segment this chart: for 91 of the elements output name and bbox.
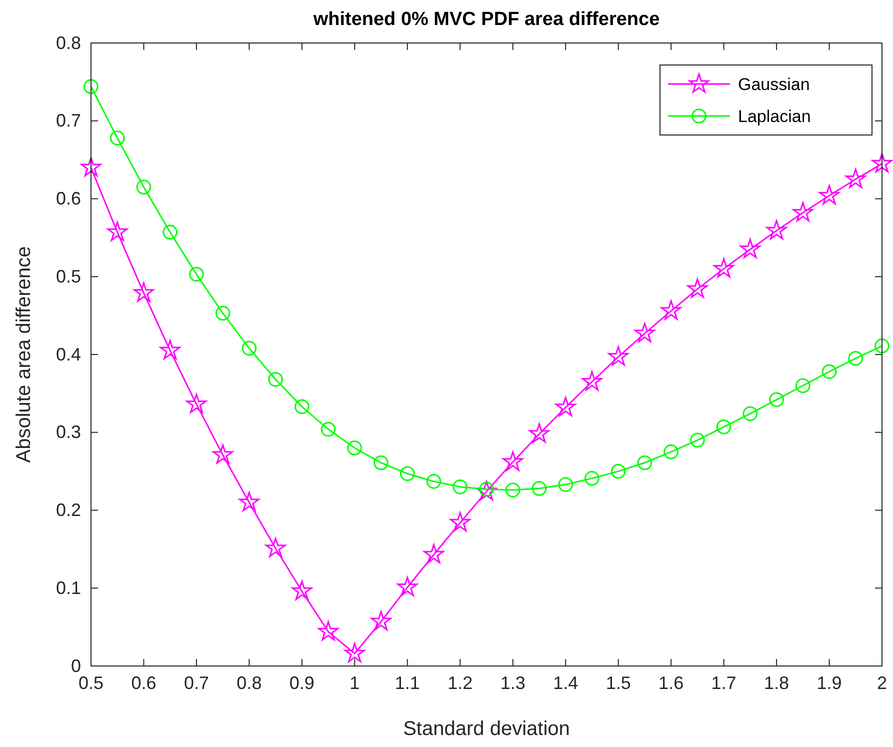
x-axis-title: Standard deviation bbox=[403, 718, 570, 740]
point bbox=[874, 338, 890, 354]
point bbox=[664, 444, 678, 460]
point bbox=[716, 420, 732, 434]
point bbox=[558, 477, 574, 492]
point bbox=[769, 392, 784, 408]
y-tick-label: 0.1 bbox=[56, 578, 81, 598]
point bbox=[239, 492, 260, 512]
x-tick-label: 1.7 bbox=[711, 672, 736, 693]
x-tick-label: 0.6 bbox=[131, 672, 156, 693]
legend-label: Gaussian bbox=[738, 75, 810, 94]
x-tick-label: 1.6 bbox=[658, 672, 684, 693]
point bbox=[397, 576, 418, 596]
point bbox=[505, 482, 520, 498]
point bbox=[822, 364, 837, 380]
x-tick-label: 1.4 bbox=[553, 672, 578, 693]
point bbox=[582, 371, 602, 391]
point bbox=[374, 455, 388, 470]
point bbox=[107, 222, 128, 241]
x-tick-label: 0.8 bbox=[236, 672, 262, 693]
point bbox=[740, 238, 760, 258]
point bbox=[872, 153, 892, 172]
x-tick-label: 2 bbox=[876, 672, 888, 693]
y-tick-label: 0.3 bbox=[56, 422, 81, 442]
point bbox=[634, 322, 655, 342]
point bbox=[426, 474, 442, 489]
point bbox=[742, 406, 758, 422]
point bbox=[134, 282, 154, 302]
point bbox=[160, 340, 180, 360]
point bbox=[766, 220, 787, 240]
x-tick-label: 0.5 bbox=[78, 672, 104, 693]
point bbox=[292, 580, 312, 600]
point bbox=[110, 130, 125, 146]
point bbox=[687, 278, 708, 298]
point bbox=[845, 168, 866, 188]
point bbox=[714, 258, 734, 278]
point bbox=[294, 399, 310, 414]
point bbox=[400, 466, 415, 482]
point bbox=[555, 396, 576, 416]
point bbox=[347, 440, 362, 456]
point bbox=[424, 544, 444, 564]
y-tick-label: 0.7 bbox=[56, 110, 81, 131]
point bbox=[450, 512, 470, 532]
y-tick-label: 0.5 bbox=[56, 266, 81, 286]
point bbox=[795, 378, 810, 394]
point bbox=[452, 479, 468, 494]
x-tick-label: 1.5 bbox=[606, 672, 631, 693]
point bbox=[80, 156, 102, 176]
point bbox=[610, 464, 626, 479]
point bbox=[848, 350, 864, 366]
point bbox=[320, 422, 336, 437]
point bbox=[136, 180, 152, 194]
x-tick-label: 1.3 bbox=[500, 672, 526, 693]
x-tick-label: 1.2 bbox=[448, 672, 473, 693]
x-tick-label: 1.9 bbox=[816, 672, 842, 693]
x-tick-label: 1.1 bbox=[394, 672, 420, 693]
y-tick-label: 0.8 bbox=[56, 32, 81, 53]
chart-title: whitened 0% MVC PDF area difference bbox=[312, 9, 660, 30]
point bbox=[819, 184, 840, 204]
point bbox=[344, 642, 365, 662]
point bbox=[370, 610, 392, 630]
point bbox=[532, 481, 547, 496]
point bbox=[584, 470, 600, 486]
point bbox=[529, 423, 550, 443]
point bbox=[318, 621, 338, 640]
point bbox=[502, 451, 524, 471]
point bbox=[265, 538, 286, 558]
point bbox=[690, 432, 705, 448]
point bbox=[162, 224, 178, 240]
point bbox=[637, 455, 652, 470]
point bbox=[268, 372, 283, 387]
y-axis-title: Absolute area difference bbox=[13, 246, 35, 463]
point bbox=[186, 394, 207, 414]
x-tick-label: 0.7 bbox=[184, 672, 209, 693]
y-tick-label: 0.2 bbox=[56, 500, 81, 520]
y-tick-label: 0.6 bbox=[56, 188, 81, 209]
y-tick-label: 0 bbox=[70, 656, 81, 676]
point bbox=[189, 266, 204, 282]
point bbox=[212, 444, 233, 464]
y-tick-label: 0.4 bbox=[56, 344, 81, 364]
point bbox=[242, 340, 257, 356]
point bbox=[660, 300, 682, 320]
x-tick-label: 1.8 bbox=[764, 672, 790, 693]
point bbox=[476, 480, 497, 500]
legend-label: Laplacian bbox=[738, 107, 811, 126]
x-tick-label: 0.9 bbox=[289, 672, 314, 693]
point bbox=[84, 79, 98, 94]
point bbox=[608, 346, 628, 366]
point bbox=[792, 202, 814, 222]
x-tick-label: 1 bbox=[350, 672, 360, 693]
point bbox=[215, 306, 230, 321]
